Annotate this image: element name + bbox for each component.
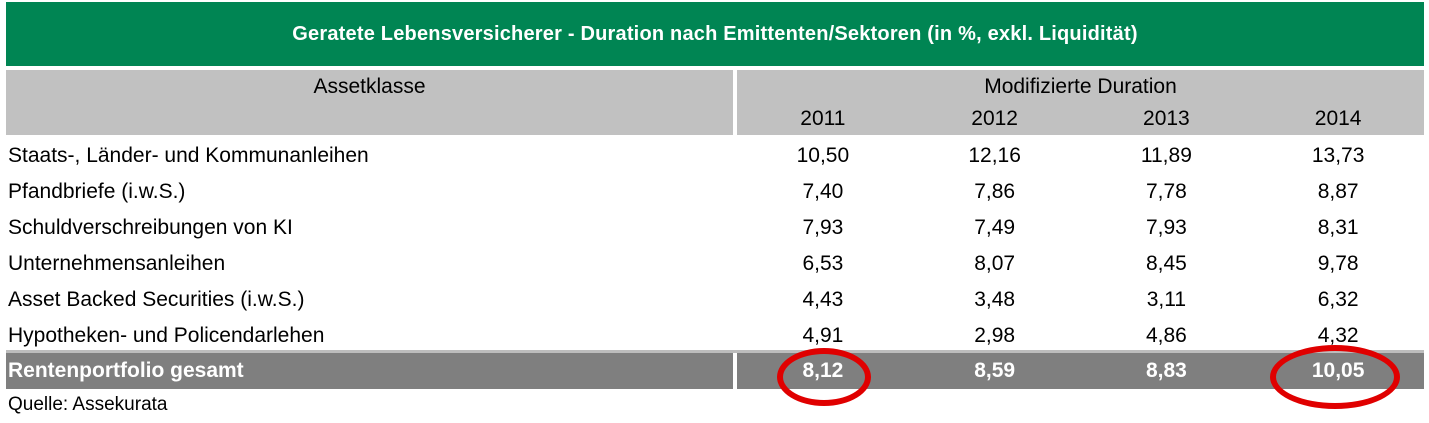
year-header-2011: 2011	[800, 107, 846, 130]
value-cell: 6,32	[1317, 288, 1359, 311]
source-note: Quelle: Assekurata	[8, 394, 168, 415]
row-label: Hypotheken- und Policendarlehen	[8, 324, 325, 347]
total-row-separator	[6, 350, 1424, 353]
year-header-2013: 2013	[1143, 107, 1190, 130]
value-cell: 3,48	[974, 288, 1016, 311]
year-header-2012: 2012	[971, 107, 1018, 130]
row-label: Pfandbriefe (i.w.S.)	[8, 180, 186, 203]
table-header: Assetklasse Modifizierte Duration 2011 2…	[6, 70, 1424, 135]
value-cell: 7,49	[974, 216, 1016, 239]
value-cell: 8,07	[974, 252, 1016, 275]
total-value-2014: 10,05	[1311, 359, 1365, 382]
value-cell: 7,93	[1145, 216, 1187, 239]
value-cell: 11,89	[1140, 144, 1192, 167]
value-cell: 9,78	[1317, 252, 1359, 275]
table-row: Asset Backed Securities (i.w.S.) 4,43 3,…	[6, 282, 1424, 318]
table-row: Pfandbriefe (i.w.S.) 7,40 7,86 7,78 8,87	[6, 174, 1424, 210]
value-cell: 4,86	[1145, 324, 1187, 347]
row-label: Schuldverschreibungen von KI	[8, 216, 293, 239]
group-header-label: Modifizierte Duration	[984, 74, 1177, 98]
total-row: Rentenportfolio gesamt 8,12 8,59 8,83 10…	[6, 353, 1424, 389]
table-row: Hypotheken- und Policendarlehen 4,91 2,9…	[6, 318, 1424, 354]
total-value-2012: 8,59	[974, 359, 1016, 382]
value-cell: 12,16	[968, 144, 1021, 167]
value-cell: 7,93	[802, 216, 844, 239]
value-cell: 6,53	[802, 252, 844, 275]
value-cell: 4,91	[802, 324, 844, 347]
table-row: Staats-, Länder- und Kommunanleihen 10,5…	[6, 138, 1424, 174]
value-cell: 4,32	[1317, 324, 1359, 347]
value-cell: 2,98	[974, 324, 1016, 347]
total-row-values: 8,12 8,59 8,83 10,05	[737, 353, 1424, 389]
year-header-row: 2011 2012 2013 2014	[737, 103, 1424, 135]
value-cell: 10,50	[796, 144, 850, 167]
row-label: Unternehmensanleihen	[8, 252, 226, 275]
total-value-2013: 8,83	[1145, 359, 1187, 382]
table-row: Unternehmensanleihen 6,53 8,07 8,45 9,78	[6, 246, 1424, 282]
value-cell: 8,45	[1145, 252, 1187, 275]
column-divider	[733, 70, 737, 135]
year-header-2014: 2014	[1314, 107, 1362, 130]
value-cell: 4,43	[802, 288, 844, 311]
row-label: Asset Backed Securities (i.w.S.)	[8, 288, 305, 311]
value-cell: 7,78	[1145, 180, 1187, 203]
duration-header-group: Modifizierte Duration 2011 2012 2013 201…	[737, 70, 1424, 135]
total-value-2011: 8,12	[802, 359, 844, 382]
column-header-assetklasse: Assetklasse	[6, 70, 733, 135]
column-divider	[733, 353, 737, 389]
value-cell: 3,11	[1146, 288, 1187, 311]
value-cell: 7,40	[802, 180, 844, 203]
table-title: Geratete Lebensversicherer - Duration na…	[6, 2, 1424, 66]
row-label: Staats-, Länder- und Kommunanleihen	[8, 144, 369, 167]
total-row-label: Rentenportfolio gesamt	[6, 353, 733, 389]
value-cell: 8,87	[1317, 180, 1359, 203]
value-cell: 7,86	[974, 180, 1016, 203]
table-body: Staats-, Länder- und Kommunanleihen 10,5…	[6, 138, 1424, 354]
value-cell: 13,73	[1311, 144, 1365, 167]
value-cell: 8,31	[1317, 216, 1359, 239]
table-row: Schuldverschreibungen von KI 7,93 7,49 7…	[6, 210, 1424, 246]
